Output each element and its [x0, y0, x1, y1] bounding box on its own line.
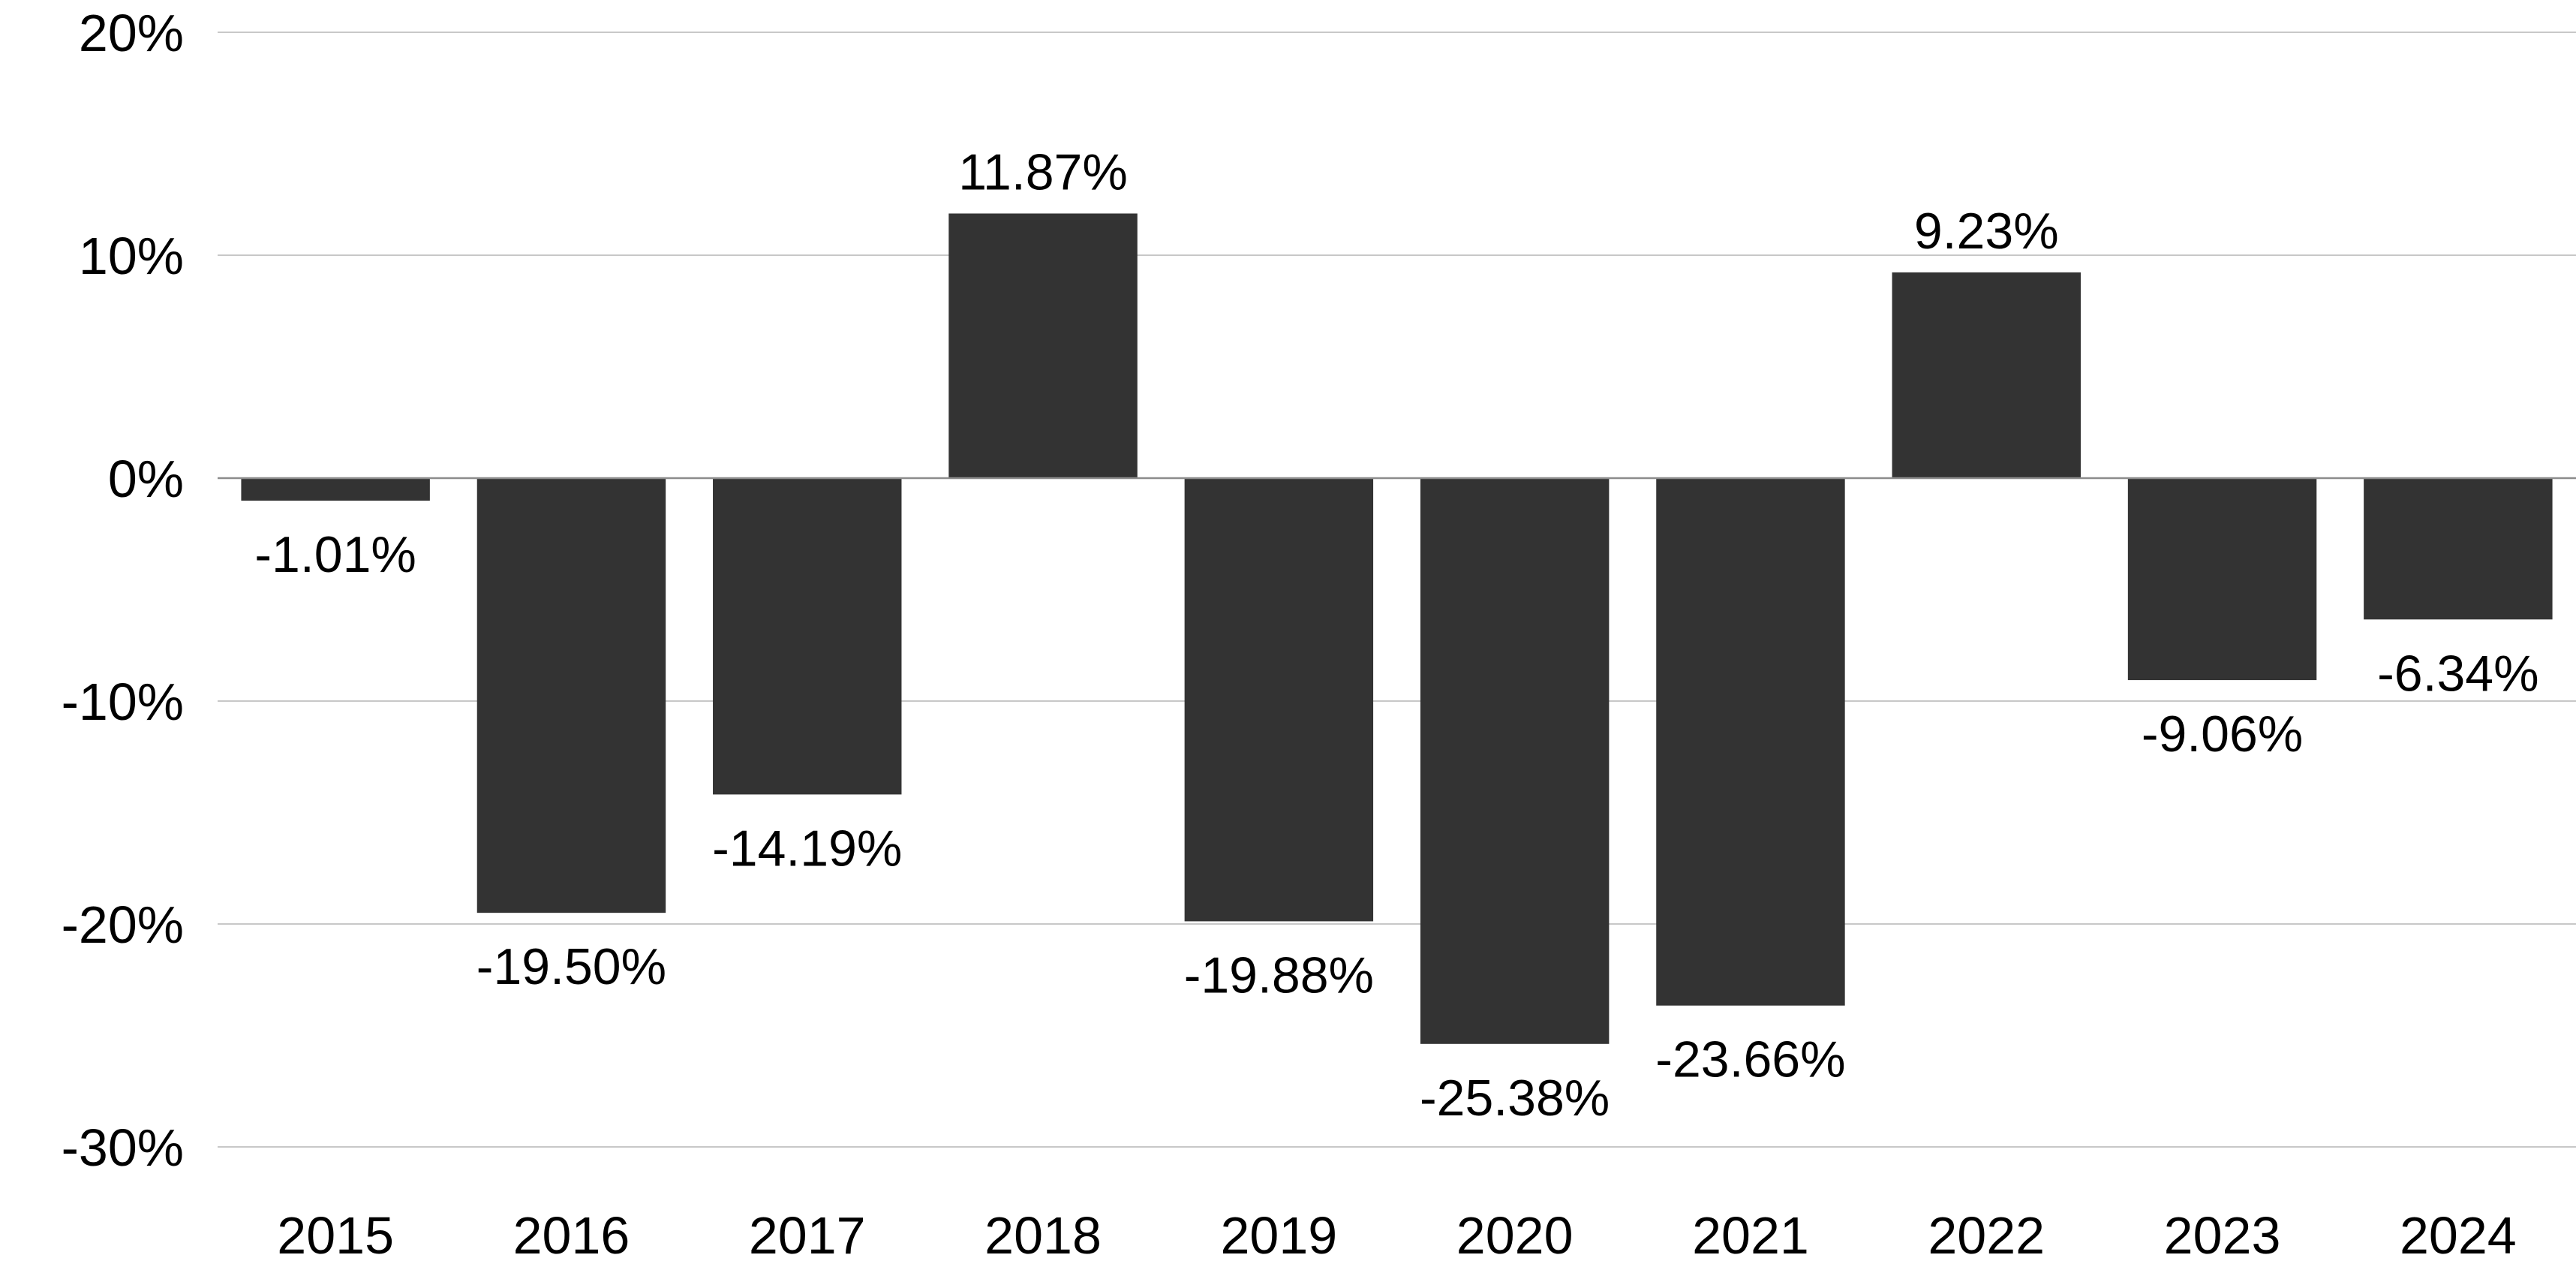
y-tick-label: 0%: [108, 450, 184, 508]
x-tick-label: 2017: [749, 1206, 866, 1265]
data-label-2018: 11.87%: [958, 143, 1128, 200]
x-tick-label: 2020: [1456, 1206, 1574, 1265]
bar-2023: [2127, 478, 2317, 681]
data-label-2015: -1.01%: [254, 526, 416, 583]
data-label-2022: 9.23%: [1914, 203, 2059, 260]
x-axis-tick-labels: 2015 2016 2017 2018 2019 2020 2021 2022 2023 2024: [277, 1206, 2516, 1265]
x-tick-label: 2024: [2400, 1206, 2517, 1265]
y-tick-label: -30%: [62, 1118, 184, 1177]
bars: [241, 213, 2553, 1044]
bar-2017: [713, 478, 902, 795]
x-tick-label: 2019: [1220, 1206, 1337, 1265]
y-tick-label: -20%: [62, 895, 184, 954]
bar-2016: [476, 478, 666, 913]
y-tick-label: 20%: [79, 4, 184, 62]
x-tick-label: 2018: [984, 1206, 1102, 1265]
bar-2019: [1184, 478, 1374, 922]
bar-2015: [241, 478, 430, 501]
x-tick-label: 2023: [2164, 1206, 2281, 1265]
bar-2018: [948, 213, 1138, 478]
bar-2024: [2364, 478, 2553, 620]
data-label-2023: -9.06%: [2142, 706, 2303, 763]
bar-2020: [1420, 478, 1610, 1044]
data-label-2016: -19.50%: [476, 938, 666, 995]
data-label-2020: -25.38%: [1420, 1070, 1610, 1127]
y-axis-tick-labels: 20% 10% 0% -10% -20% -30%: [62, 4, 184, 1177]
bar-2022: [1892, 272, 2081, 478]
x-tick-label: 2021: [1692, 1206, 1809, 1265]
data-label-2021: -23.66%: [1655, 1031, 1845, 1088]
data-labels: -1.01% -19.50% -14.19% 11.87% -19.88% -25.38%…: [254, 143, 2538, 1126]
data-label-2017: -14.19%: [712, 820, 902, 877]
bar-2021: [1656, 478, 1845, 1006]
data-label-2024: -6.34%: [2377, 645, 2538, 702]
y-tick-label: -10%: [62, 673, 184, 731]
x-tick-label: 2015: [277, 1206, 394, 1265]
data-label-2019: -19.88%: [1184, 946, 1374, 1004]
y-tick-label: 10%: [79, 227, 184, 285]
x-tick-label: 2022: [1928, 1206, 2045, 1265]
x-tick-label: 2016: [513, 1206, 630, 1265]
